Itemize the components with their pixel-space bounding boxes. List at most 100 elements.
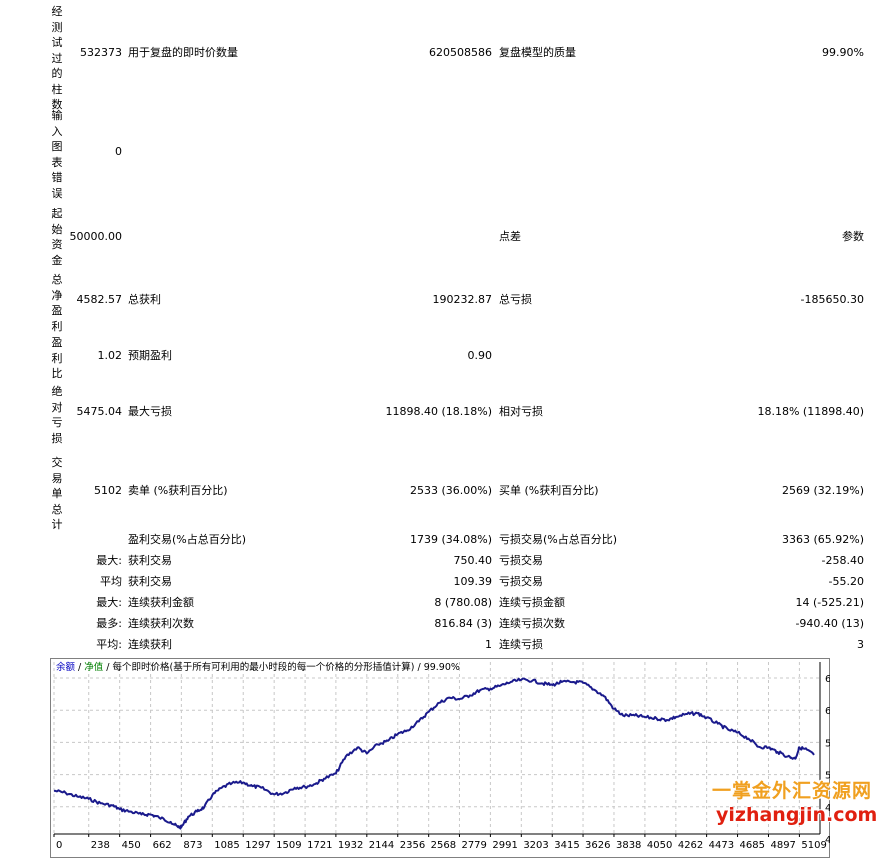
- x-tick-label: 873: [183, 840, 202, 851]
- row-label: 连续亏损次数: [499, 617, 565, 630]
- y-tick-label: 56485: [825, 738, 830, 749]
- row-label: 复盘模型的质量: [499, 46, 576, 59]
- row-value: 750.40: [453, 554, 493, 567]
- watermark-cn: 一掌金外汇资源网: [712, 780, 873, 802]
- row-value: -185650.30: [800, 293, 864, 306]
- x-tick-label: 4897: [770, 840, 795, 851]
- x-tick-label: 4473: [709, 840, 734, 851]
- row-value: 11898.40 (18.18%): [385, 405, 492, 418]
- x-tick-label: 2991: [492, 840, 517, 851]
- row-value: 816.84 (3): [434, 617, 492, 630]
- row-label: 亏损交易: [499, 554, 543, 567]
- balance-chart: 6513960812564855215847831435050238450662…: [50, 658, 857, 858]
- x-tick-label: 1085: [214, 840, 239, 851]
- x-tick-label: 450: [122, 840, 141, 851]
- row-label: 总获利: [128, 293, 161, 306]
- x-tick-label: 662: [153, 840, 172, 851]
- row-value: 1: [485, 638, 492, 651]
- y-tick-label: 65139: [825, 674, 830, 685]
- row-label: 连续获利金额: [128, 596, 194, 609]
- row-value: -258.40: [821, 554, 864, 567]
- row-value: 4582.57: [76, 293, 123, 306]
- row-prefix: 最多:: [96, 617, 122, 630]
- row-value: 109.39: [453, 575, 493, 588]
- y-tick-label: 60812: [825, 706, 830, 717]
- row-label: 买单 (%获利百分比): [499, 484, 599, 497]
- row-label: 总亏损: [499, 293, 532, 306]
- x-tick-label: 3203: [523, 840, 548, 851]
- row-label: 相对亏损: [499, 405, 543, 418]
- row-value: 5475.04: [76, 405, 123, 418]
- row-label: 盈利交易(%占总百分比): [128, 533, 247, 546]
- x-tick-label: 0: [56, 840, 62, 851]
- x-tick-label: 1297: [245, 840, 270, 851]
- row-label: 亏损交易: [499, 575, 543, 588]
- row-value: 50000.00: [69, 230, 123, 243]
- vertical-label: 总净盈利: [51, 273, 63, 333]
- x-tick-label: 2356: [400, 840, 425, 851]
- row-value: 532373: [80, 46, 122, 59]
- row-value: 5102: [94, 484, 122, 497]
- x-tick-label: 1721: [307, 840, 332, 851]
- x-tick-label: 3838: [616, 840, 641, 851]
- x-tick-label: 4262: [678, 840, 703, 851]
- row-label: 最大亏损: [128, 405, 172, 418]
- chart-header-sep: /: [75, 662, 84, 673]
- row-value: 99.90%: [822, 46, 864, 59]
- row-label: 连续获利次数: [128, 617, 194, 630]
- chart-header-quality: 99.90%: [424, 662, 460, 673]
- x-tick-label: 2568: [431, 840, 456, 851]
- row-value: 14 (-525.21): [795, 596, 864, 609]
- balance-line: [53, 677, 815, 830]
- x-tick-label: 2144: [369, 840, 394, 851]
- x-tick-label: 2779: [461, 840, 486, 851]
- chart-header: 余额 / 净值 / 每个即时价格(基于所有可利用的最小时段的每一个价格的分形插值…: [56, 661, 460, 673]
- x-tick-label: 4685: [740, 840, 765, 851]
- backtest-report: 经测试过的柱数 输入图表错误 起始资金 总净盈利 盈利比 绝对亏损 交易单总计 532373 用…: [51, 5, 865, 651]
- row-label: 获利交易: [128, 554, 172, 567]
- row-value: 1739 (34.08%): [409, 533, 492, 546]
- row-label: 用于复盘的即时价数量: [128, 46, 238, 59]
- row-value: 0: [115, 145, 122, 158]
- vertical-label: 经测试过的柱数: [51, 5, 63, 111]
- row-label: 预期盈利: [128, 349, 172, 362]
- row-value: 3363 (65.92%): [781, 533, 864, 546]
- row-value: 2569 (32.19%): [781, 484, 864, 497]
- row-label: 亏损交易(%占总百分比): [499, 533, 618, 546]
- row-label: 连续亏损: [499, 638, 543, 651]
- vertical-label: 输入图表错误: [51, 109, 63, 200]
- row-label: 点差: [499, 230, 521, 243]
- row-prefix: 最大:: [96, 554, 122, 567]
- x-tick-label: 4050: [647, 840, 672, 851]
- row-value: 3: [857, 638, 864, 651]
- row-value: 1.02: [97, 349, 123, 362]
- row-prefix: 平均:: [96, 638, 122, 651]
- x-tick-label: 238: [91, 840, 110, 851]
- vertical-label: 交易单总计: [51, 456, 63, 531]
- chart-header-sep: /: [414, 662, 423, 673]
- row-label: 获利交易: [128, 575, 172, 588]
- x-tick-label: 3626: [585, 840, 610, 851]
- row-value: 2533 (36.00%): [409, 484, 492, 497]
- chart-header-sep: /: [103, 662, 112, 673]
- row-label: 连续亏损金额: [499, 596, 565, 609]
- row-value: 参数: [842, 230, 864, 243]
- chart-frame: [50, 658, 830, 858]
- row-value: 0.90: [467, 349, 493, 362]
- row-value: 620508586: [429, 46, 492, 59]
- x-tick-label: 1932: [338, 840, 363, 851]
- vertical-label: 盈利比: [51, 336, 63, 380]
- row-label: 连续获利: [128, 638, 172, 651]
- row-value: -940.40 (13): [795, 617, 864, 630]
- x-tick-label: 3415: [554, 840, 579, 851]
- chart-header-model: 每个即时价格(基于所有可利用的最小时段的每一个价格的分形插值计算): [113, 661, 415, 673]
- chart-header-equity: 净值: [84, 661, 104, 673]
- chart-header-balance: 余额: [56, 661, 76, 673]
- balance-chart-svg: 6513960812564855215847831435050238450662…: [50, 658, 857, 858]
- watermark-url: yizhangjin.com: [716, 804, 878, 826]
- row-prefix: 最大:: [96, 596, 122, 609]
- x-tick-label: 1509: [276, 840, 301, 851]
- row-prefix: 平均: [100, 575, 122, 588]
- row-value: 8 (780.08): [434, 596, 492, 609]
- x-tick-label: 5109: [801, 840, 826, 851]
